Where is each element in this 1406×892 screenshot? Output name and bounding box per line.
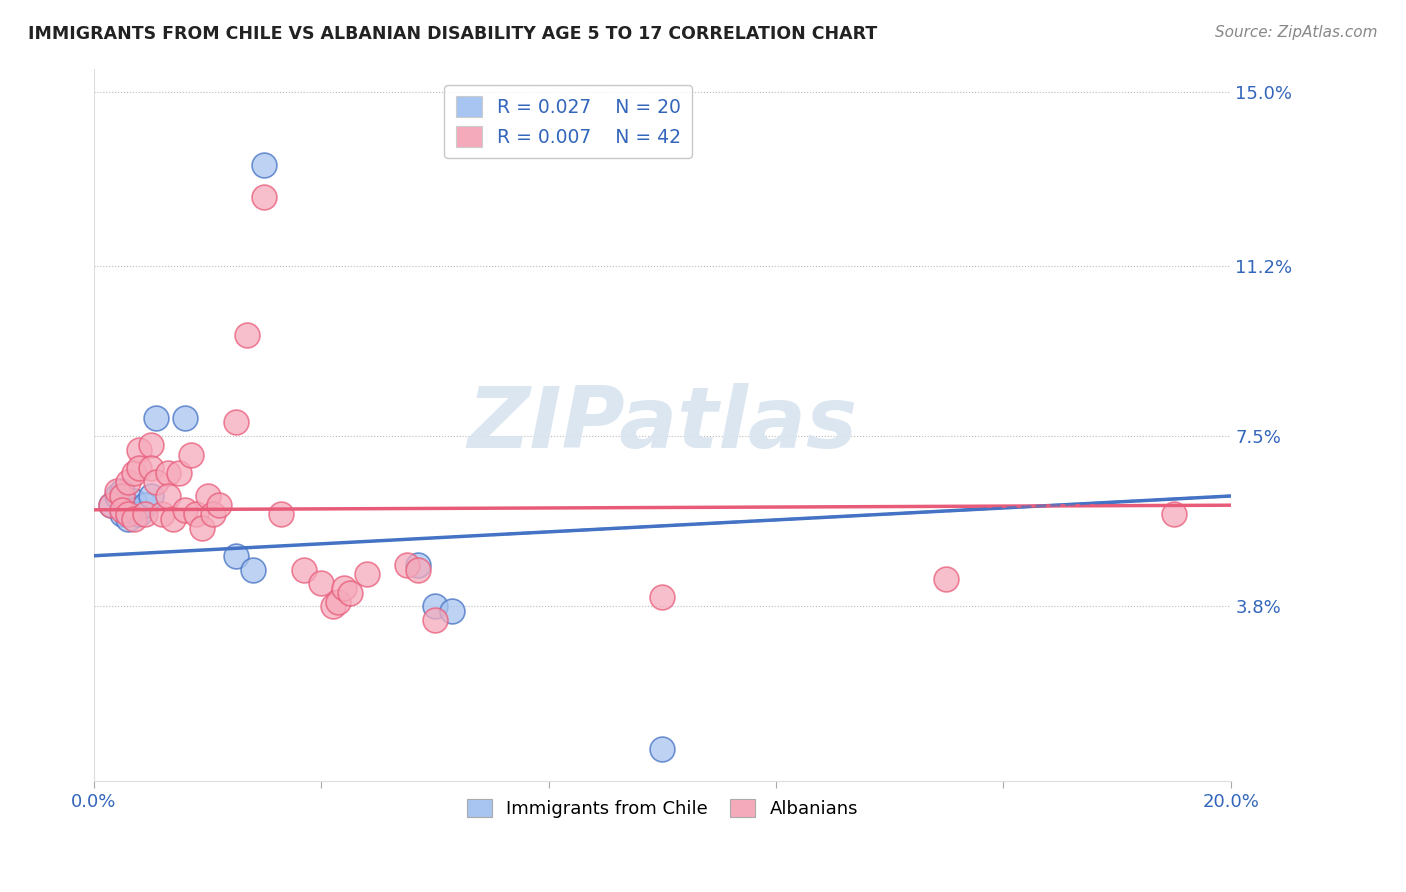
Point [225, 416, 247, 430]
Legend: Immigrants from Chile, Albanians: Immigrants from Chile, Albanians [460, 791, 865, 825]
Point [105, 489, 128, 503]
Point [322, 599, 344, 614]
Point [122, 512, 145, 526]
Point [128, 443, 150, 458]
Point [440, 604, 463, 618]
Point [122, 493, 145, 508]
Point [328, 595, 350, 609]
Point [651, 741, 673, 756]
Point [128, 461, 150, 475]
Point [309, 576, 332, 591]
Point [339, 585, 361, 599]
Point [117, 475, 139, 490]
Point [191, 521, 214, 535]
Point [423, 613, 446, 627]
Point [122, 503, 145, 517]
Point [150, 508, 173, 522]
Text: IMMIGRANTS FROM CHILE VS ALBANIAN DISABILITY AGE 5 TO 17 CORRELATION CHART: IMMIGRANTS FROM CHILE VS ALBANIAN DISABI… [28, 25, 877, 43]
Point [173, 503, 195, 517]
Point [333, 581, 356, 595]
Point [1163, 508, 1185, 522]
Point [292, 563, 315, 577]
Point [122, 466, 145, 480]
Point [156, 466, 179, 480]
Text: Source: ZipAtlas.com: Source: ZipAtlas.com [1215, 25, 1378, 40]
Point [270, 508, 292, 522]
Point [100, 498, 122, 512]
Point [167, 466, 190, 480]
Point [111, 489, 134, 503]
Point [253, 158, 276, 172]
Point [935, 572, 957, 586]
Point [406, 558, 429, 572]
Point [208, 498, 231, 512]
Point [145, 410, 167, 425]
Text: ZIPatlas: ZIPatlas [467, 384, 858, 467]
Point [202, 508, 225, 522]
Point [111, 503, 134, 517]
Point [423, 599, 446, 614]
Point [111, 508, 134, 522]
Point [111, 484, 134, 499]
Point [356, 567, 378, 582]
Point [173, 410, 195, 425]
Point [651, 590, 673, 604]
Point [395, 558, 418, 572]
Point [117, 508, 139, 522]
Point [406, 563, 429, 577]
Point [162, 512, 184, 526]
Point [156, 489, 179, 503]
Point [117, 498, 139, 512]
Point [139, 489, 162, 503]
Point [225, 549, 247, 563]
Point [242, 563, 264, 577]
Point [134, 508, 156, 522]
Point [186, 508, 208, 522]
Point [139, 461, 162, 475]
Point [253, 190, 276, 204]
Point [100, 498, 122, 512]
Point [236, 328, 259, 343]
Point [145, 475, 167, 490]
Point [180, 448, 202, 462]
Point [134, 498, 156, 512]
Point [105, 484, 128, 499]
Point [139, 438, 162, 452]
Point [128, 508, 150, 522]
Point [117, 512, 139, 526]
Point [197, 489, 219, 503]
